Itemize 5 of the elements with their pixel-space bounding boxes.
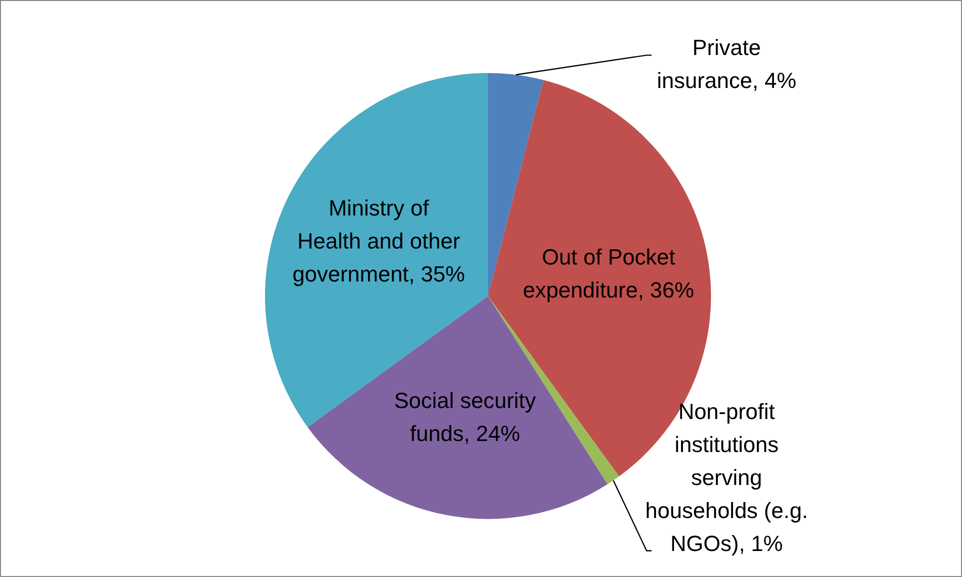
slice-label: Non-profit institutions serving households (e.g. NGOs), 1% (645, 398, 808, 556)
slice-label: Private insurance, 4% (656, 34, 796, 93)
slice-label: Social security funds, 24% (394, 387, 536, 446)
slice-label: Out of Pocket expenditure, 36% (522, 244, 694, 302)
slice-label: Ministry of Health and other government, 35% (292, 194, 465, 286)
